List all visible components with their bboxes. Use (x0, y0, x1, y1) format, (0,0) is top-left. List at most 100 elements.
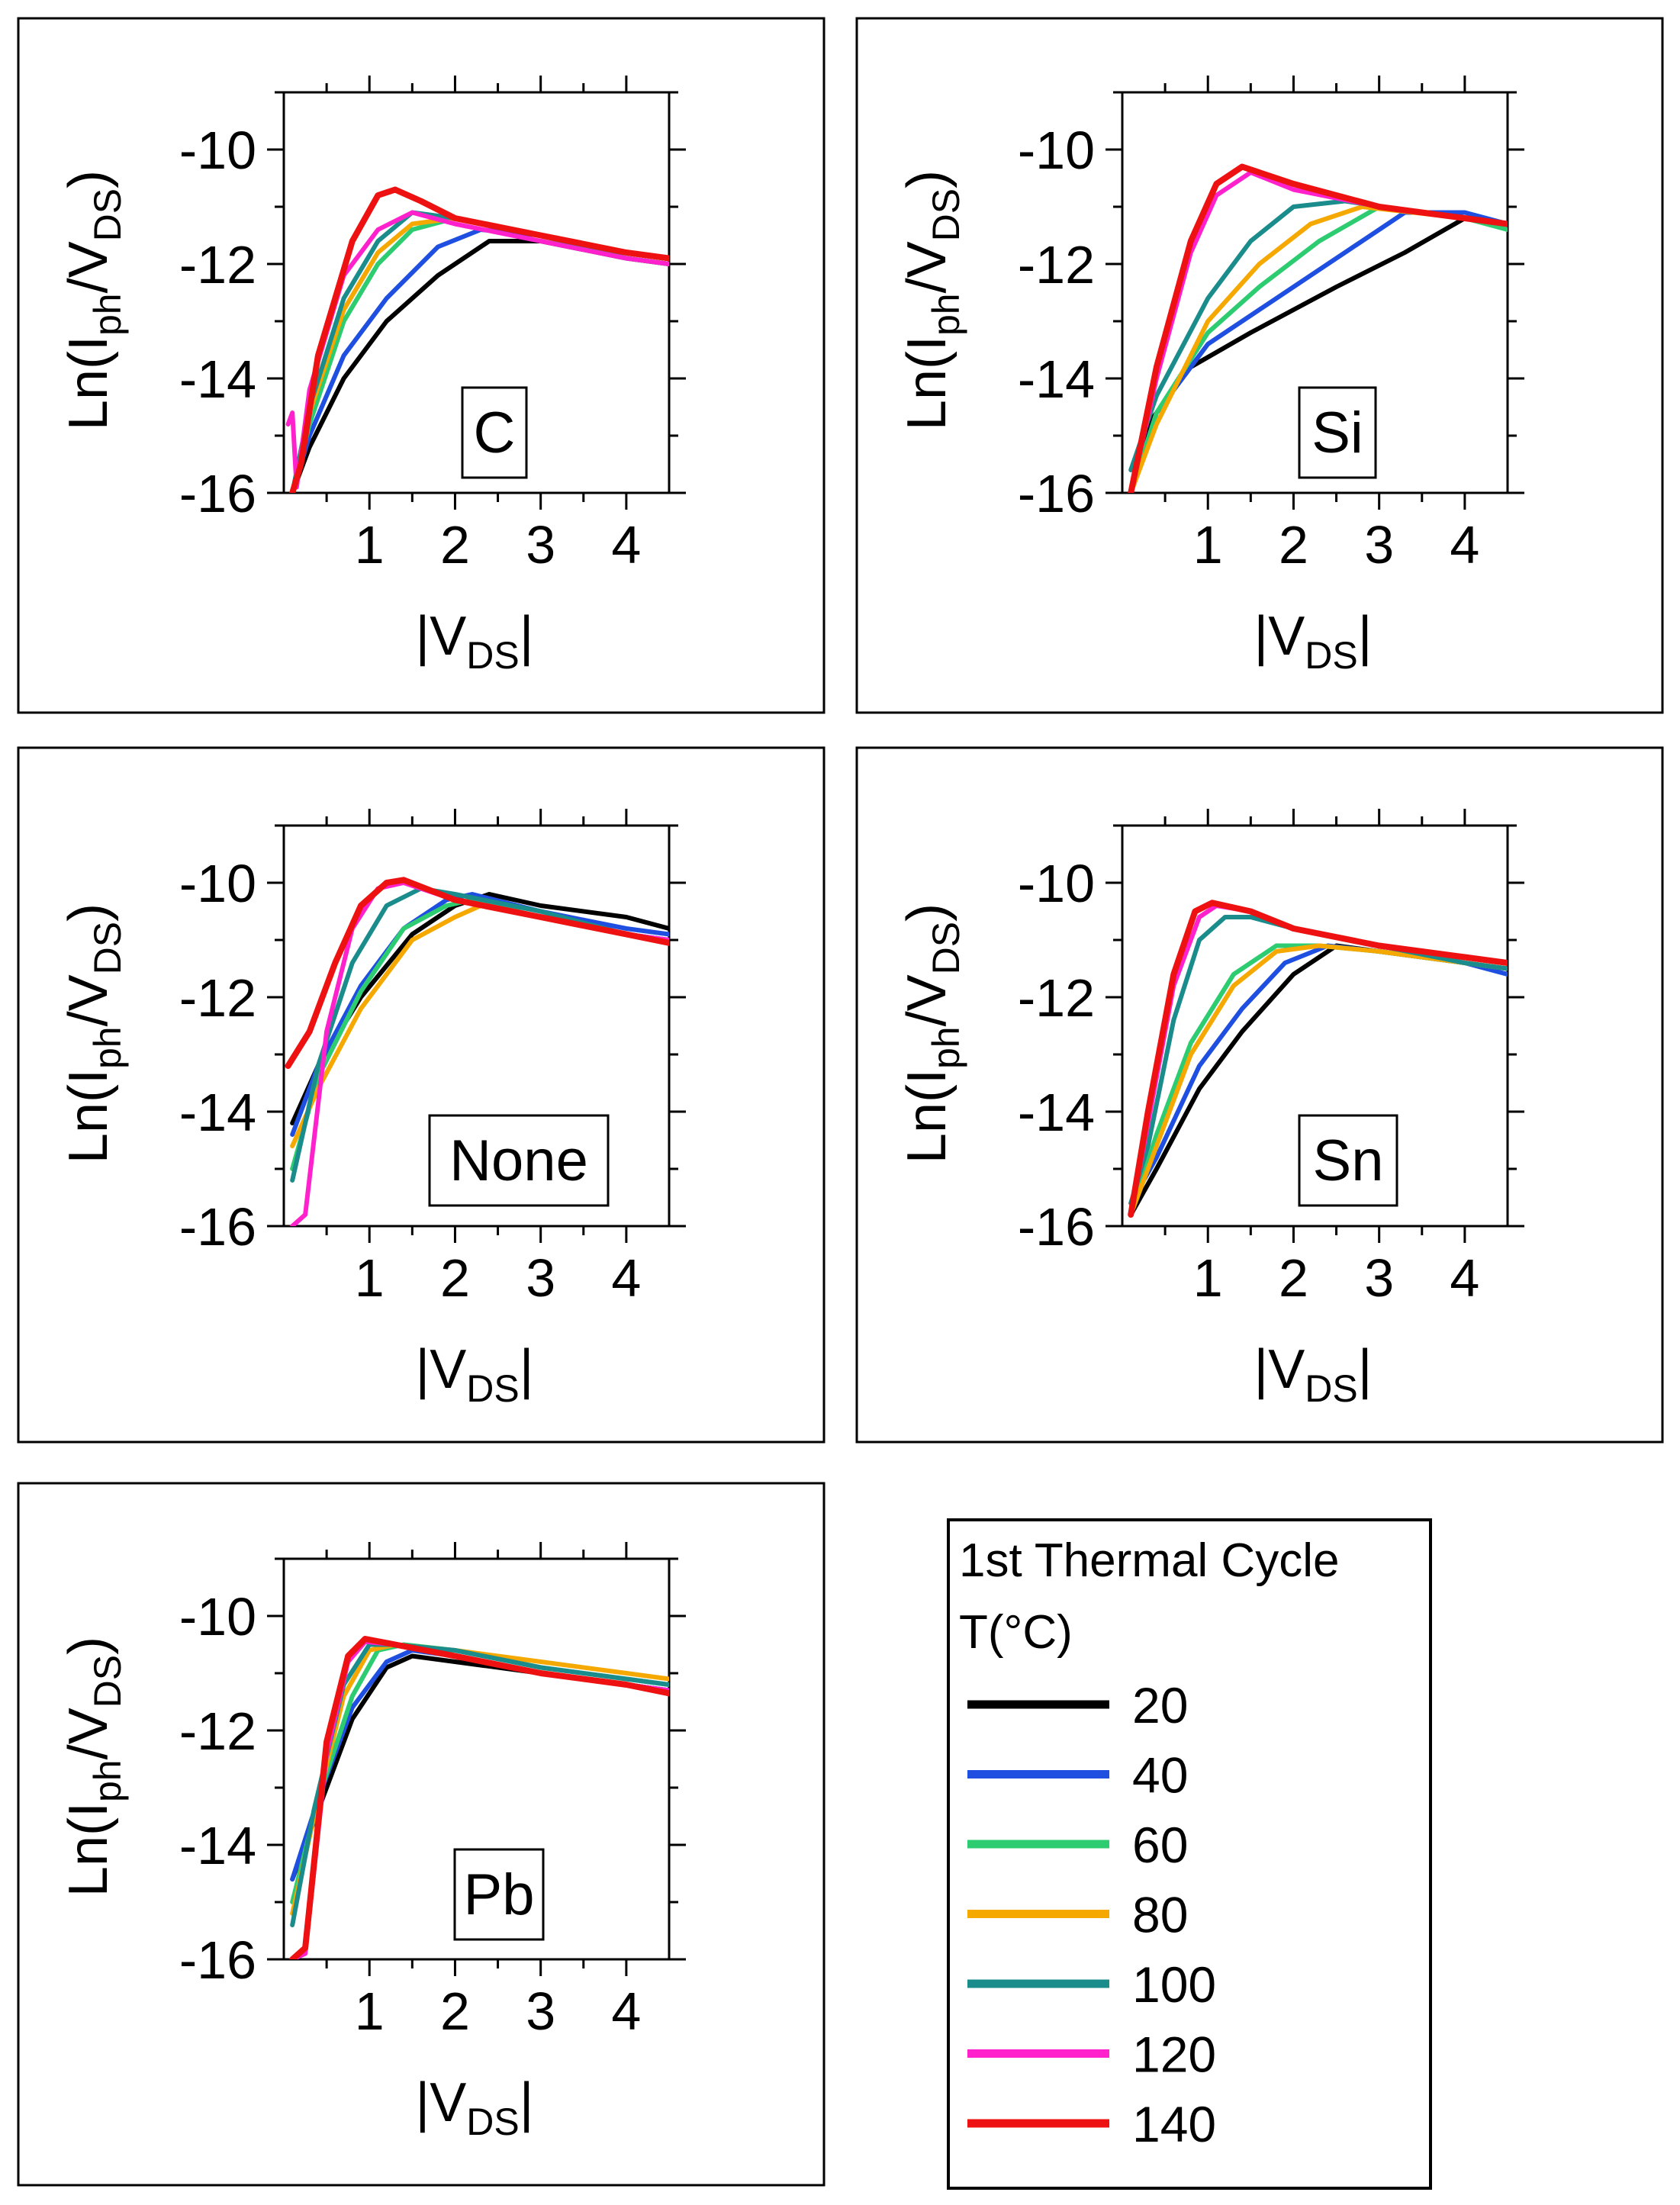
material-label-box (1298, 386, 1377, 479)
y-tick-label: -16 (179, 464, 256, 523)
x-tick-label: 3 (526, 515, 555, 575)
y-axis-title: Ln(Iph/VDS) (896, 170, 967, 430)
x-tick-label: 2 (440, 515, 470, 575)
series-line-140 (289, 1636, 669, 1959)
y-tick-label: -10 (179, 121, 256, 180)
series-line-140 (1128, 163, 1508, 493)
y-tick-label: -10 (1018, 854, 1095, 913)
material-label: C (474, 401, 516, 465)
legend-entry: 80 (967, 1887, 1188, 1943)
y-tick-label: -10 (1018, 121, 1095, 180)
x-axis-title: |VDS| (1254, 1339, 1373, 1410)
y-tick-label: -12 (179, 1701, 256, 1761)
series-group (1128, 900, 1508, 1218)
legend-subtitle: T(°C) (959, 1606, 1073, 1659)
x-tick-label: 2 (440, 1248, 470, 1308)
series-line-140 (285, 877, 669, 1069)
x-tick-label: 1 (1193, 1248, 1223, 1308)
x-tick-label: 2 (1279, 515, 1308, 575)
y-axis-title: Ln(Iph/VDS) (896, 903, 967, 1164)
y-tick-label: -16 (179, 1197, 256, 1257)
x-tick-label: 3 (526, 1981, 555, 2041)
y-tick-label: -14 (179, 1816, 256, 1875)
series-group (285, 877, 669, 1226)
series-line-140 (1128, 900, 1508, 1218)
series-group (1128, 163, 1508, 493)
legend-entry: 120 (967, 2026, 1216, 2083)
panel-si: 1 2 3 4 -10 -12 -14 -16 Ln(Iph/VDS) |VDS| Si (855, 17, 1664, 714)
legend-label: 40 (1132, 1747, 1188, 1804)
y-tick-label: -12 (179, 968, 256, 1028)
x-tick-label: 3 (526, 1248, 555, 1308)
axes-box (282, 1557, 671, 1961)
y-tick-label: -12 (1018, 235, 1095, 295)
y-tick-label: -14 (179, 349, 256, 409)
series-line-40 (290, 892, 669, 1137)
axes-box (1121, 91, 1509, 494)
panel-none: 1 2 3 4 -10 -12 -14 -16 Ln(Iph/VDS) |VDS| None (17, 746, 826, 1444)
legend-frame (947, 1518, 1432, 2190)
material-label-box (453, 1848, 545, 1941)
panel-frame (855, 746, 1664, 1444)
y-tick-label: -14 (1018, 349, 1095, 409)
y-tick-label: -14 (179, 1083, 256, 1142)
x-tick-label: 4 (611, 1981, 641, 2041)
x-tick-label: 3 (1364, 1248, 1394, 1308)
x-axis-title: |VDS| (416, 1339, 534, 1410)
legend: 1st Thermal Cycle T(°C) 20 40 60 80 100 120 14… (947, 1518, 1432, 2190)
x-axis-title: |VDS| (416, 2072, 534, 2143)
x-tick-label: 4 (611, 515, 641, 575)
material-label-box (428, 1114, 610, 1207)
legend-label: 80 (1132, 1887, 1188, 1943)
legend-entry: 40 (967, 1747, 1188, 1804)
x-tick-label: 4 (611, 1248, 641, 1308)
x-axis-title: |VDS| (416, 606, 534, 677)
legend-label: 100 (1132, 1956, 1216, 2013)
legend-entry: 140 (967, 2096, 1216, 2152)
x-tick-label: 3 (1364, 515, 1394, 575)
y-tick-label: -10 (179, 1587, 256, 1647)
material-label: Sn (1313, 1128, 1384, 1193)
panel-sn: 1 2 3 4 -10 -12 -14 -16 Ln(Iph/VDS) |VDS| Sn (855, 746, 1664, 1444)
panel-frame (17, 17, 826, 714)
x-tick-label: 4 (1450, 515, 1479, 575)
series-line-120 (285, 210, 669, 490)
x-tick-label: 2 (1279, 1248, 1308, 1308)
y-tick-label: -16 (179, 1930, 256, 1990)
y-tick-label: -16 (1018, 1197, 1095, 1257)
y-axis-title: Ln(Iph/VDS) (58, 903, 129, 1164)
y-axis-title: Ln(Iph/VDS) (58, 170, 129, 430)
axes-box (1121, 824, 1509, 1228)
panel-frame (855, 17, 1664, 714)
panel-frame (17, 746, 826, 1444)
x-tick-label: 1 (355, 515, 385, 575)
series-group (285, 186, 669, 493)
x-axis-title: |VDS| (1254, 606, 1373, 677)
y-tick-label: -12 (1018, 968, 1095, 1028)
material-label-box (461, 386, 528, 479)
series-line-140 (289, 186, 669, 493)
x-tick-label: 1 (355, 1981, 385, 2041)
legend-label: 20 (1132, 1677, 1188, 1733)
y-tick-label: -10 (179, 854, 256, 913)
y-tick-label: -12 (179, 235, 256, 295)
material-label-box (1298, 1114, 1398, 1207)
x-tick-label: 1 (355, 1248, 385, 1308)
legend-label: 120 (1132, 2026, 1216, 2083)
axes-box (282, 824, 671, 1228)
legend-title: 1st Thermal Cycle (959, 1534, 1339, 1587)
series-group (289, 1636, 669, 1959)
legend-label: 140 (1132, 2096, 1216, 2152)
legend-label: 60 (1132, 1817, 1188, 1873)
material-label: Pb (464, 1862, 535, 1927)
legend-entry: 20 (967, 1677, 1188, 1733)
x-tick-label: 1 (1193, 515, 1223, 575)
panel-pb: 1 2 3 4 -10 -12 -14 -16 Ln(Iph/VDS) |VDS| Pb (17, 1482, 826, 2187)
legend-entry: 100 (967, 1956, 1216, 2013)
y-tick-label: -16 (1018, 464, 1095, 523)
panel-frame (17, 1482, 826, 2187)
legend-entry: 60 (967, 1817, 1188, 1873)
material-label: Si (1311, 401, 1363, 465)
axes-box (282, 91, 671, 494)
material-label: None (449, 1128, 588, 1193)
